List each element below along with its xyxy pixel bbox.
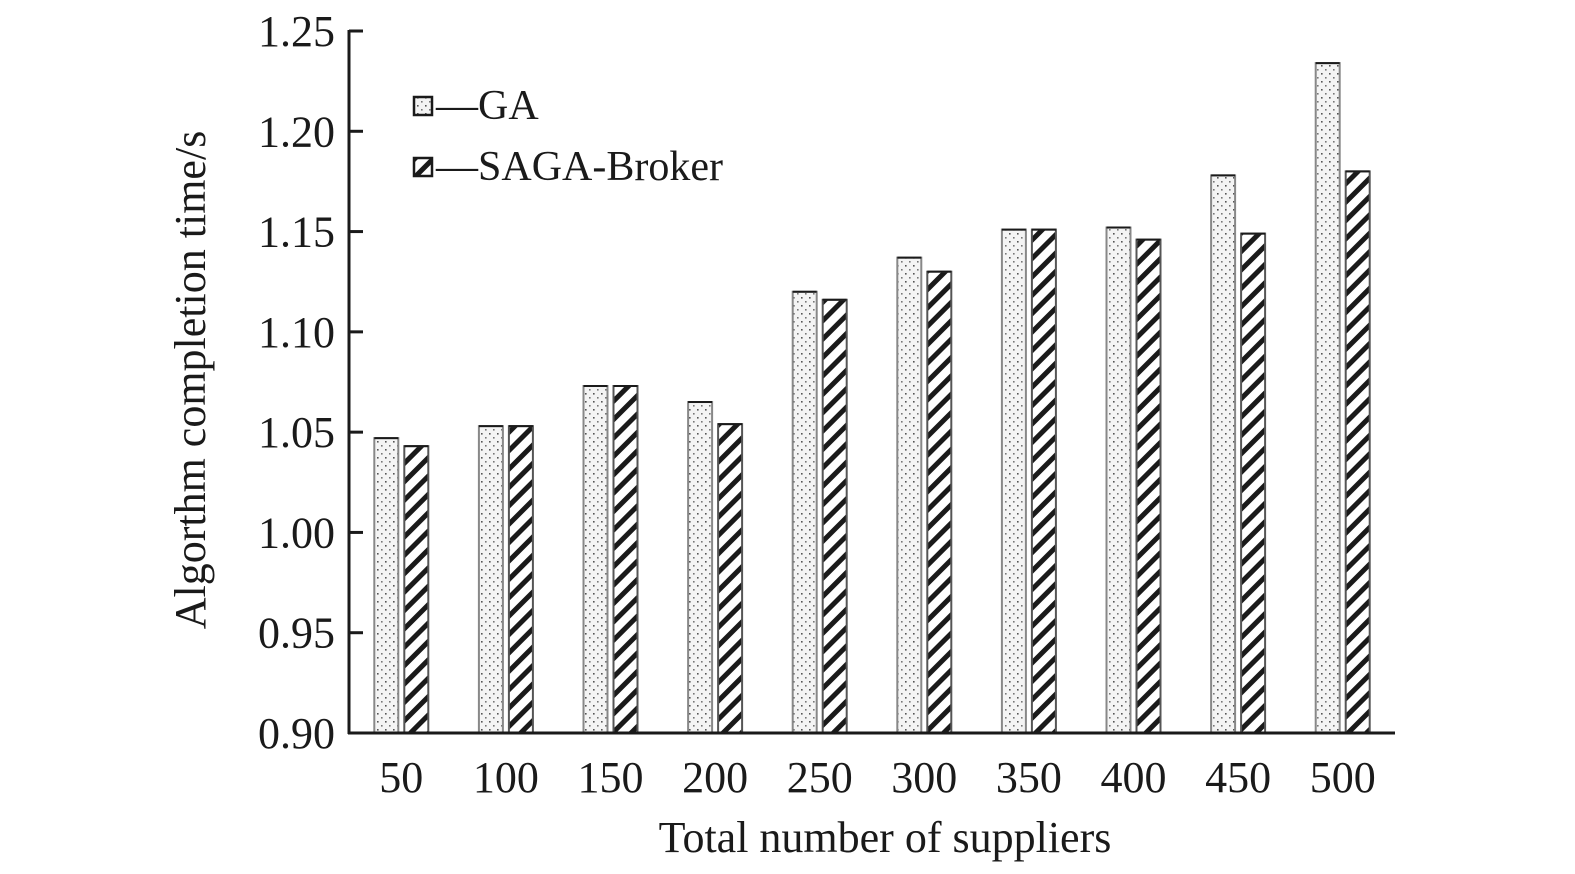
- plot-area: [373, 62, 1371, 735]
- x-tick-label: 300: [891, 753, 957, 802]
- bar-saga-broker-350: [1030, 228, 1057, 735]
- bar-saga-broker-300: [926, 270, 953, 734]
- y-tick-label: 1.10: [258, 308, 335, 357]
- bar-ga-100: [477, 425, 504, 734]
- bar-saga-broker-150: [612, 385, 639, 734]
- bar-ga-200: [687, 401, 714, 734]
- x-axis: 50 100 150 200 250 300 350 400 450 500: [348, 731, 1395, 802]
- x-tick-label: 350: [996, 753, 1062, 802]
- y-tick-label: 1.05: [258, 408, 335, 457]
- bar-saga-broker-100: [507, 425, 534, 734]
- legend: —GA —SAGA-Broker: [412, 83, 723, 190]
- bar-saga-broker-400: [1135, 238, 1162, 734]
- bar-saga-broker-500: [1344, 170, 1371, 734]
- x-tick-label: 400: [1101, 753, 1167, 802]
- bar-ga-400: [1105, 226, 1132, 734]
- x-tick-label: 250: [787, 753, 853, 802]
- x-tick-label: 100: [473, 753, 539, 802]
- x-tick-label: 450: [1205, 753, 1271, 802]
- bar-ga-350: [1000, 228, 1027, 735]
- y-axis: 0.90 0.95 1.00 1.05 1.10 1.15 1.20 1.25: [258, 7, 363, 758]
- legend-label-saga-broker: —SAGA-Broker: [435, 144, 723, 190]
- y-tick-label: 1.00: [258, 508, 335, 557]
- bar-saga-broker-200: [717, 423, 744, 734]
- bar-saga-broker-50: [403, 445, 430, 734]
- bar-ga-450: [1210, 174, 1237, 734]
- x-tick-label: 200: [682, 753, 748, 802]
- bar-ga-50: [373, 437, 400, 734]
- bar-ga-500: [1314, 62, 1341, 734]
- x-axis-label: Total number of suppliers: [659, 813, 1112, 862]
- legend-item-saga-broker: —SAGA-Broker: [412, 144, 723, 190]
- y-tick-label: 1.20: [258, 107, 335, 156]
- x-tick-label: 50: [379, 753, 423, 802]
- bar-saga-broker-450: [1240, 232, 1267, 734]
- legend-label-ga: —GA: [435, 83, 539, 129]
- dotted-swatch-icon: [412, 95, 434, 117]
- y-tick-label: 0.95: [258, 609, 335, 658]
- bar-ga-300: [896, 256, 923, 734]
- hatched-swatch-icon: [412, 156, 434, 178]
- x-tick-label: 150: [578, 753, 644, 802]
- bar-ga-250: [791, 290, 818, 734]
- bar-ga-150: [582, 385, 609, 734]
- y-tick-label: 1.25: [258, 7, 335, 56]
- legend-item-ga: —GA: [412, 83, 539, 129]
- bar-saga-broker-250: [821, 298, 848, 734]
- y-axis-label: Algorthm completion time/s: [166, 131, 215, 630]
- y-tick-label: 1.15: [258, 208, 335, 257]
- y-tick-label: 0.90: [258, 709, 335, 758]
- x-tick-label: 500: [1310, 753, 1376, 802]
